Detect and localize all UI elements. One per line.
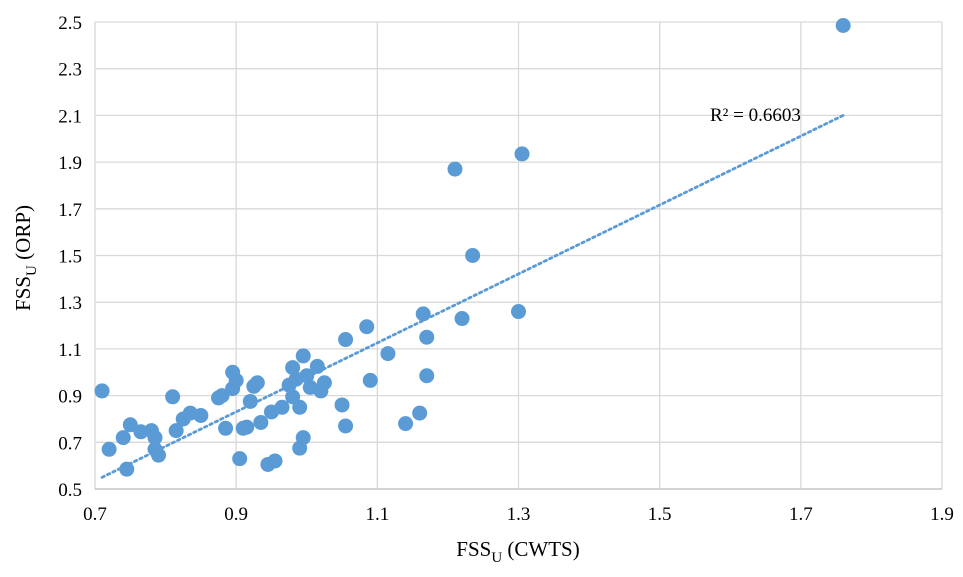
x-tick-label: 1.1 [365, 504, 389, 525]
data-point [465, 248, 481, 263]
data-point [101, 441, 117, 457]
data-point [218, 420, 234, 436]
data-point [309, 358, 325, 374]
data-point [362, 372, 378, 388]
y-tick-label: 2.1 [58, 106, 82, 127]
x-tick-label: 1.5 [648, 504, 672, 525]
data-points [94, 18, 851, 477]
y-axis-title-sub: U [24, 265, 40, 276]
y-axis-title-rest: (ORP) [11, 205, 35, 265]
data-point [412, 405, 428, 421]
data-point [419, 368, 435, 384]
x-tick-label: 1.9 [930, 504, 954, 525]
x-axis-title: FSSU (CWTS) [456, 537, 579, 566]
data-point [338, 418, 354, 434]
data-point [115, 430, 131, 446]
data-point [299, 368, 315, 384]
data-point [94, 383, 110, 399]
grid [94, 21, 943, 490]
data-point [835, 18, 851, 34]
data-point [295, 430, 311, 446]
y-axis-title-group: FSSU (ORP) [11, 205, 40, 311]
data-point [419, 329, 435, 345]
x-axis-title-rest: (CWTS) [502, 537, 580, 561]
data-point [267, 453, 283, 469]
r-squared-annotation: R² = 0.6603 [710, 105, 801, 126]
data-point [193, 407, 209, 423]
y-tick-label: 1.9 [58, 153, 82, 174]
data-point [295, 348, 311, 364]
x-tick-label: 0.7 [83, 504, 107, 525]
y-tick-label: 0.7 [58, 433, 82, 454]
data-point [514, 146, 530, 162]
x-tick-label: 0.9 [224, 504, 248, 525]
y-tick-label: 1.1 [58, 340, 82, 361]
tick-labels: 0.7 0.9 1.1 1.3 1.5 1.7 1.90.50.70.91.11.31.51… [58, 13, 954, 525]
data-point [398, 416, 414, 432]
y-tick-label: 2.3 [58, 60, 82, 81]
data-point [316, 375, 332, 391]
data-point [249, 375, 265, 391]
data-point [168, 423, 184, 439]
data-point [165, 389, 181, 405]
x-axis-title-main: FSS [456, 537, 491, 561]
y-tick-label: 1.5 [58, 247, 82, 268]
data-point [239, 419, 255, 435]
y-tick-label: 1.3 [58, 293, 82, 314]
data-point [122, 417, 138, 433]
data-point [447, 161, 463, 177]
data-point [151, 447, 167, 463]
y-axis-title-main: FSS [11, 276, 35, 311]
x-tick-label: 1.7 [789, 504, 813, 525]
data-point [380, 346, 396, 362]
data-point [292, 399, 308, 415]
data-point [511, 304, 526, 320]
trendline-layer [100, 114, 845, 479]
data-point [285, 360, 301, 376]
trendline [100, 114, 845, 479]
data-point [415, 306, 431, 322]
data-point [274, 399, 290, 415]
data-point [359, 319, 375, 335]
x-axis-title-sub: U [491, 550, 502, 566]
data-point [338, 332, 354, 348]
data-point [147, 430, 163, 446]
y-tick-label: 0.5 [58, 480, 82, 501]
x-tick-label: 1.3 [507, 504, 531, 525]
data-point [214, 388, 230, 404]
y-tick-label: 1.7 [58, 200, 82, 221]
y-tick-label: 0.9 [58, 387, 82, 408]
data-point [242, 393, 258, 409]
data-point [119, 461, 135, 477]
data-point [253, 414, 269, 430]
data-point [228, 372, 244, 388]
data-point [232, 451, 248, 467]
data-point [285, 389, 301, 405]
y-tick-label: 2.5 [58, 13, 82, 34]
y-axis-title: FSSU (ORP) [11, 205, 40, 311]
data-point [334, 397, 350, 413]
data-point [454, 311, 470, 327]
